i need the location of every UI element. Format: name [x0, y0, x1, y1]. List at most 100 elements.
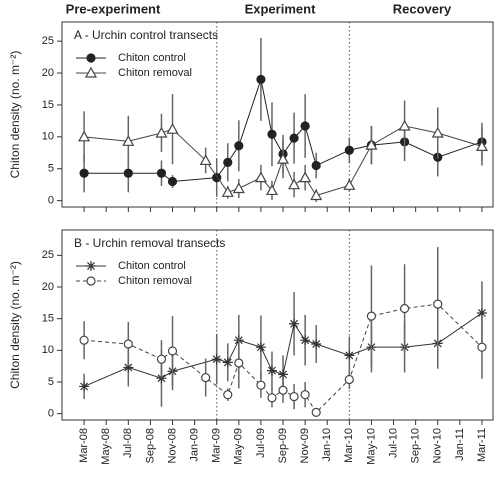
y-tick-label: 0 — [48, 408, 54, 420]
marker — [278, 385, 288, 395]
marker — [255, 342, 266, 353]
phase-label: Experiment — [245, 1, 316, 16]
marker — [256, 74, 266, 85]
marker — [311, 339, 322, 349]
legend-marker — [86, 261, 96, 271]
y-tick-label: 25 — [42, 249, 54, 261]
x-tick-label: May-10 — [365, 428, 377, 465]
marker — [123, 362, 134, 373]
legend-label: Chiton control — [118, 52, 186, 64]
marker — [289, 133, 299, 143]
y-tick-label: 15 — [42, 99, 54, 111]
marker — [201, 372, 211, 383]
marker — [223, 390, 233, 400]
legend-label: Chiton control — [118, 260, 186, 272]
marker — [300, 335, 311, 346]
x-tick-label: Nov-08 — [166, 428, 178, 463]
marker — [433, 299, 443, 309]
x-tick-label: Mar-10 — [343, 428, 355, 463]
marker — [223, 157, 233, 167]
marker — [254, 171, 267, 183]
marker — [277, 152, 290, 164]
phase-label: Pre-experiment — [66, 1, 161, 16]
x-tick-label: Jul-09 — [255, 428, 267, 458]
y-tick-label: 10 — [42, 131, 54, 143]
marker — [156, 354, 167, 364]
legend-marker — [86, 53, 96, 63]
x-tick-label: Jul-10 — [387, 428, 399, 458]
x-tick-label: Nov-09 — [299, 428, 311, 463]
marker — [167, 176, 178, 187]
marker — [476, 307, 487, 318]
marker — [78, 130, 91, 142]
marker — [299, 171, 312, 183]
marker — [267, 129, 277, 139]
marker — [289, 318, 300, 329]
x-tick-label: Nov-10 — [432, 428, 444, 463]
x-tick-label: Mar-08 — [78, 428, 90, 463]
marker — [278, 369, 289, 380]
y-tick-label: 5 — [48, 163, 54, 175]
y-tick-label: 15 — [42, 313, 54, 325]
marker — [79, 168, 89, 178]
marker — [155, 126, 168, 138]
marker — [167, 346, 178, 356]
marker — [300, 121, 310, 131]
marker — [431, 126, 444, 138]
marker — [344, 350, 355, 361]
marker — [288, 178, 301, 190]
marker — [79, 335, 89, 345]
marker — [265, 184, 278, 196]
legend-marker — [84, 66, 98, 78]
x-tick-label: Jan-10 — [321, 428, 333, 462]
marker — [399, 303, 410, 314]
marker — [365, 138, 378, 150]
marker — [222, 357, 233, 368]
marker — [344, 145, 354, 155]
marker — [310, 189, 323, 201]
marker — [256, 380, 266, 390]
marker — [477, 342, 487, 352]
marker — [166, 122, 179, 134]
y-axis-label: Chiton density (no. m⁻²) — [8, 51, 22, 179]
marker — [122, 135, 135, 146]
legend-marker — [86, 276, 96, 286]
x-tick-label: Jan-09 — [189, 428, 201, 462]
marker — [311, 407, 321, 417]
x-tick-label: Jan-11 — [454, 428, 466, 461]
marker — [234, 141, 244, 151]
y-tick-label: 10 — [42, 344, 54, 356]
plot-frame — [61, 21, 494, 208]
marker — [221, 186, 234, 197]
x-tick-label: Sep-09 — [277, 428, 289, 463]
plot-frame — [61, 229, 494, 421]
marker — [123, 168, 133, 178]
marker — [266, 365, 277, 376]
x-tick-label: Jul-08 — [122, 428, 134, 458]
x-tick-label: May-09 — [233, 428, 245, 465]
marker — [343, 179, 356, 190]
marker — [289, 391, 299, 402]
y-axis-label: Chiton density (no. m⁻²) — [8, 261, 22, 389]
y-tick-label: 20 — [42, 281, 54, 293]
x-tick-label: May-08 — [100, 428, 112, 465]
marker — [311, 160, 321, 171]
x-tick-label: Mar-11 — [476, 428, 488, 462]
marker — [366, 311, 377, 321]
marker — [156, 168, 167, 178]
x-tick-label: Mar-09 — [211, 428, 223, 463]
legend-label: Chiton removal — [118, 67, 192, 79]
y-tick-label: 5 — [48, 376, 54, 388]
marker — [344, 374, 354, 385]
marker — [398, 119, 411, 131]
legend-label: Chiton removal — [118, 275, 192, 287]
x-tick-label: Sep-10 — [410, 428, 422, 463]
y-tick-label: 25 — [42, 35, 54, 47]
x-tick-label: Sep-08 — [144, 428, 156, 463]
phase-label: Recovery — [393, 1, 452, 16]
marker — [267, 393, 277, 403]
y-tick-label: 0 — [48, 195, 54, 207]
marker — [234, 358, 244, 368]
marker — [232, 182, 245, 194]
